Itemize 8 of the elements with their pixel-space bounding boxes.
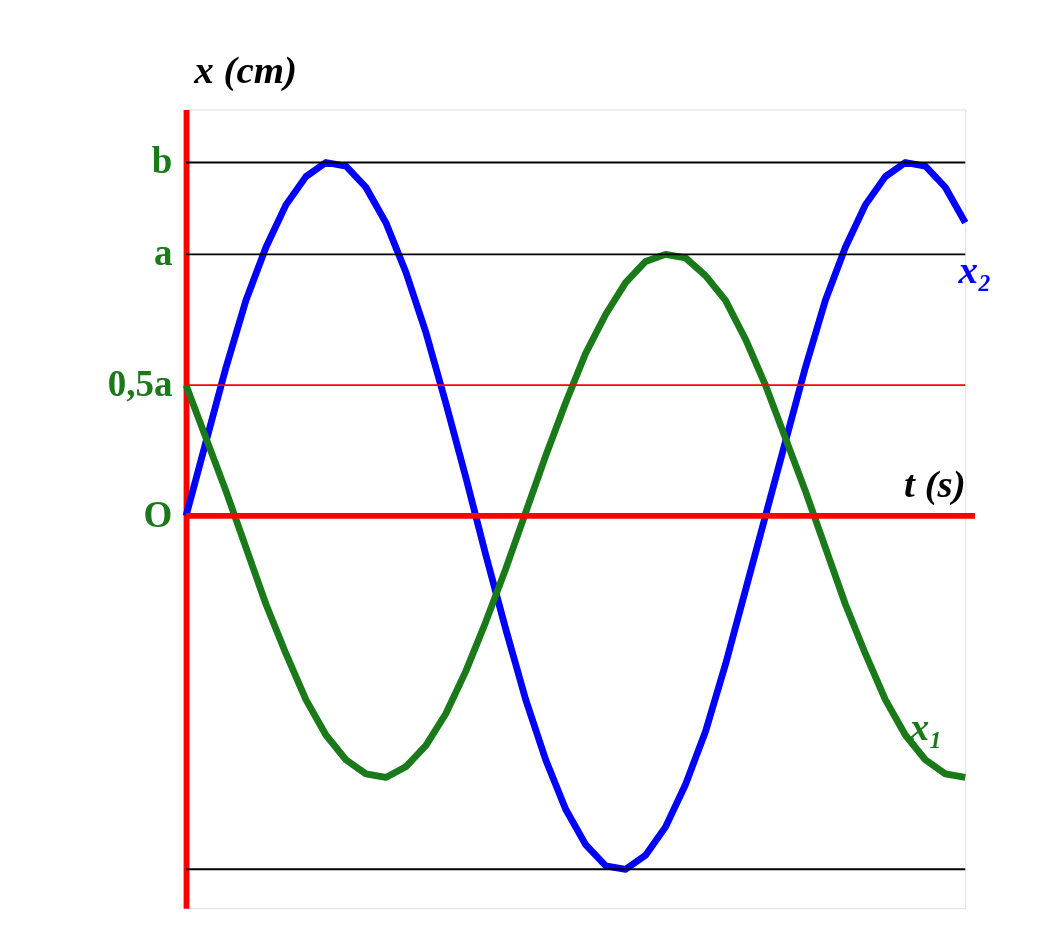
series-label: x₁ xyxy=(908,705,943,749)
y-axis-title: x (cm) xyxy=(193,47,298,92)
x-axis-title: t (s) xyxy=(904,461,966,506)
ref-line-label: 0,5a xyxy=(107,362,173,404)
ref-line-label: b xyxy=(151,140,173,182)
series-label: x₂ xyxy=(957,247,992,291)
ref-line-label: a xyxy=(153,232,173,274)
ref-line-label: O xyxy=(143,493,173,535)
